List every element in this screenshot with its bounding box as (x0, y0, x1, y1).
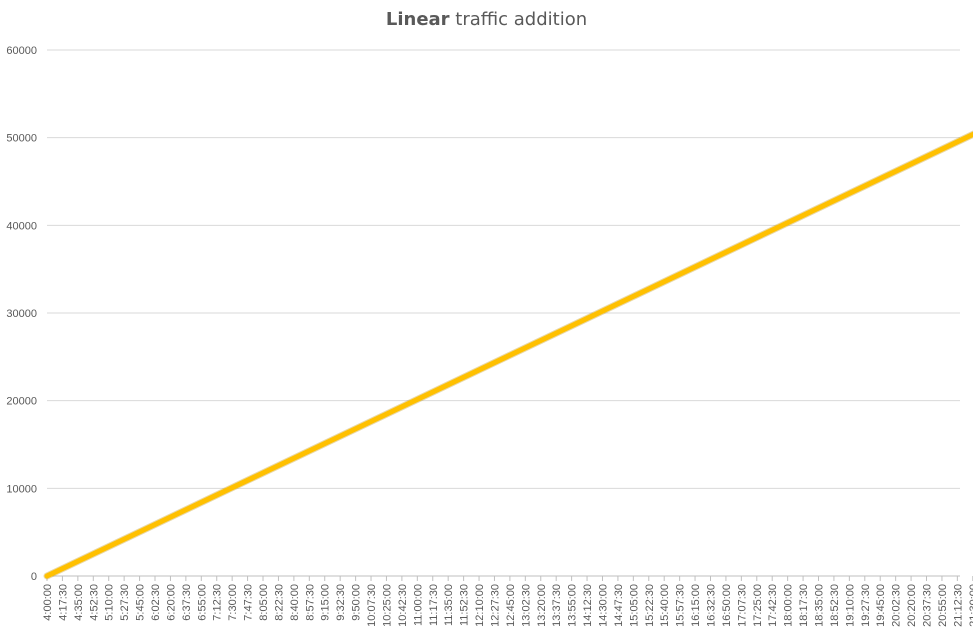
chart-title-bold: Linear (385, 9, 450, 30)
x-tick-label: 14:30:00 (597, 584, 609, 627)
x-tick-label: 5:45:00 (135, 584, 147, 621)
x-tick-label: 20:20:00 (906, 584, 918, 627)
x-tick-label: 17:42:30 (767, 584, 779, 627)
x-tick-label: 19:27:30 (860, 584, 872, 627)
x-tick-label: 11:52:30 (459, 584, 471, 626)
y-tick-label: 30000 (6, 308, 37, 320)
x-tick-label: 7:47:30 (243, 584, 255, 621)
x-tick-label: 6:55:00 (196, 584, 208, 621)
x-tick-label: 5:10:00 (104, 584, 116, 621)
y-tick-label: 50000 (6, 133, 37, 145)
x-tick-label: 12:27:30 (489, 584, 501, 627)
x-tick-label: 9:32:30 (335, 584, 347, 621)
x-tick-label: 6:02:30 (150, 584, 162, 621)
x-tick-label: 13:20:00 (536, 584, 548, 627)
y-tick-label: 10000 (6, 483, 37, 495)
x-tick-label: 18:17:30 (798, 584, 810, 627)
x-tick-label: 4:17:30 (57, 584, 69, 621)
x-tick-label: 5:27:30 (119, 584, 131, 621)
x-tick-label: 18:35:00 (814, 584, 826, 627)
x-tick-label: 15:40:00 (659, 584, 671, 627)
x-tick-label: 8:05:00 (258, 584, 270, 621)
x-tick-label: 11:17:30 (428, 584, 440, 626)
x-tick-label: 20:37:30 (922, 584, 934, 627)
x-tick-label: 19:45:00 (875, 584, 887, 627)
x-tick-label: 15:05:00 (628, 584, 640, 627)
y-tick-label: 40000 (6, 220, 37, 232)
x-tick-label: 13:37:30 (551, 584, 563, 627)
x-tick-label: 12:10:00 (474, 584, 486, 627)
x-tick-label: 4:00:00 (42, 584, 54, 621)
x-tick-label: 12:45:00 (505, 584, 517, 627)
x-tick-label: 4:35:00 (73, 584, 85, 621)
x-tick-label: 13:02:30 (520, 584, 532, 627)
x-tick-label: 19:10:00 (844, 584, 856, 627)
x-tick-label: 13:55:00 (567, 584, 579, 627)
x-tick-label: 9:50:00 (351, 584, 363, 621)
x-tick-label: 20:55:00 (937, 584, 949, 627)
x-tick-label: 16:15:00 (690, 584, 702, 627)
y-tick-label: 0 (31, 571, 37, 583)
series-line (44, 131, 973, 579)
x-tick-label: 4:52:30 (88, 584, 100, 621)
chart-title-rest: traffic addition (449, 9, 588, 30)
x-tick-label: 10:07:30 (366, 584, 378, 627)
x-tick-label: 8:57:30 (304, 584, 316, 621)
x-tick-label: 9:15:00 (320, 584, 332, 621)
x-tick-label: 21:30:00 (968, 584, 973, 627)
x-tick-label: 10:42:30 (397, 584, 409, 627)
x-tick-label: 16:32:30 (705, 584, 717, 627)
x-tick-label: 10:25:00 (381, 584, 393, 627)
x-tick-label: 11:00:00 (412, 584, 424, 626)
x-tick-label: 21:12:30 (952, 584, 964, 627)
x-tick-label: 18:00:00 (783, 584, 795, 627)
x-tick-label: 6:37:30 (181, 584, 193, 621)
x-tick-label: 20:02:30 (891, 584, 903, 627)
x-tick-label: 11:35:00 (443, 584, 455, 626)
x-tick-label: 18:52:30 (829, 584, 841, 627)
y-tick-label: 20000 (6, 396, 37, 408)
x-tick-label: 8:40:00 (289, 584, 301, 621)
x-tick-label: 17:25:00 (752, 584, 764, 627)
x-tick-label: 6:20:00 (165, 584, 177, 621)
x-tick-label: 16:50:00 (721, 584, 733, 627)
x-tick-label: 7:30:00 (227, 584, 239, 621)
x-tick-label: 15:57:30 (675, 584, 687, 627)
chart-title: Linear traffic addition (0, 9, 973, 30)
x-tick-label: 14:12:30 (582, 584, 594, 627)
x-tick-label: 7:12:30 (212, 584, 224, 621)
x-tick-label: 17:07:30 (736, 584, 748, 627)
x-tick-label: 14:47:30 (613, 584, 625, 627)
x-tick-label: 15:22:30 (644, 584, 656, 627)
x-tick-label: 8:22:30 (273, 584, 285, 621)
y-tick-label: 60000 (6, 45, 37, 57)
